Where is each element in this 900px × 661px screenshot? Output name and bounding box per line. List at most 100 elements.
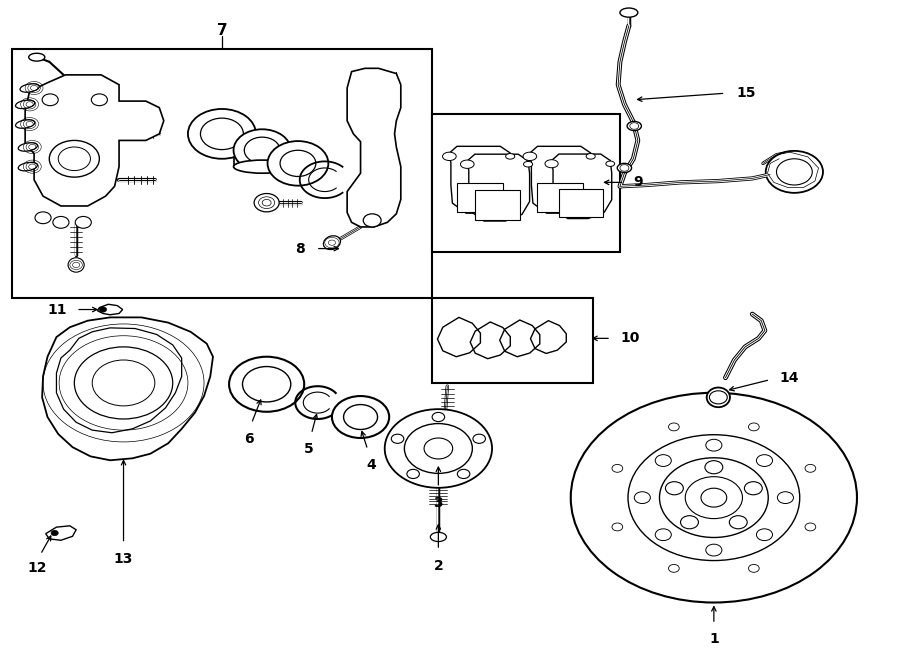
- Circle shape: [680, 516, 698, 529]
- Circle shape: [729, 516, 747, 529]
- Ellipse shape: [430, 532, 446, 541]
- Ellipse shape: [15, 120, 35, 128]
- Circle shape: [188, 109, 256, 159]
- Ellipse shape: [606, 161, 615, 167]
- Polygon shape: [42, 317, 213, 460]
- Circle shape: [424, 438, 453, 459]
- Bar: [432, 114, 620, 252]
- Circle shape: [749, 423, 760, 431]
- Circle shape: [233, 130, 291, 171]
- Circle shape: [777, 159, 812, 185]
- Ellipse shape: [68, 258, 85, 272]
- Circle shape: [344, 405, 378, 430]
- Circle shape: [75, 347, 173, 419]
- Polygon shape: [552, 154, 612, 219]
- Circle shape: [242, 367, 291, 402]
- Circle shape: [201, 118, 243, 149]
- Polygon shape: [347, 68, 400, 227]
- Circle shape: [709, 391, 727, 404]
- Circle shape: [766, 151, 823, 193]
- Circle shape: [805, 465, 815, 472]
- Text: 11: 11: [48, 303, 68, 317]
- Polygon shape: [457, 182, 502, 212]
- Circle shape: [404, 424, 472, 473]
- Text: 13: 13: [113, 552, 133, 566]
- Ellipse shape: [506, 153, 515, 159]
- Ellipse shape: [20, 84, 40, 93]
- Circle shape: [332, 396, 389, 438]
- Circle shape: [91, 94, 107, 106]
- Circle shape: [76, 216, 91, 228]
- Text: 14: 14: [779, 371, 798, 385]
- Ellipse shape: [627, 122, 642, 131]
- Circle shape: [42, 94, 58, 106]
- Circle shape: [364, 214, 381, 227]
- Text: 5: 5: [304, 442, 313, 456]
- Circle shape: [685, 477, 742, 519]
- Ellipse shape: [15, 100, 35, 108]
- Ellipse shape: [523, 152, 536, 161]
- Ellipse shape: [545, 160, 558, 168]
- Polygon shape: [57, 328, 182, 433]
- Ellipse shape: [443, 152, 456, 161]
- Ellipse shape: [18, 143, 38, 151]
- Circle shape: [655, 455, 671, 467]
- Circle shape: [749, 564, 760, 572]
- Circle shape: [35, 212, 51, 223]
- Circle shape: [92, 360, 155, 406]
- Ellipse shape: [323, 236, 340, 250]
- Circle shape: [50, 140, 99, 177]
- Bar: [12, 49, 432, 297]
- Text: 15: 15: [736, 86, 756, 100]
- Text: 6: 6: [244, 432, 254, 446]
- Polygon shape: [530, 146, 592, 214]
- Circle shape: [407, 469, 419, 479]
- Circle shape: [655, 529, 671, 541]
- Circle shape: [457, 469, 470, 479]
- Text: 12: 12: [27, 561, 47, 575]
- Circle shape: [99, 307, 106, 312]
- Text: 4: 4: [366, 458, 376, 473]
- Circle shape: [244, 137, 280, 163]
- Circle shape: [392, 434, 404, 444]
- Ellipse shape: [620, 8, 638, 17]
- Text: 2: 2: [434, 559, 443, 572]
- Text: 3: 3: [434, 496, 443, 510]
- Ellipse shape: [233, 160, 291, 173]
- Ellipse shape: [18, 163, 38, 171]
- Circle shape: [612, 523, 623, 531]
- Text: 10: 10: [620, 331, 639, 345]
- Circle shape: [230, 357, 304, 412]
- Ellipse shape: [524, 161, 533, 167]
- Circle shape: [778, 492, 794, 504]
- Text: 8: 8: [295, 241, 305, 256]
- Circle shape: [472, 434, 485, 444]
- Circle shape: [756, 455, 772, 467]
- Circle shape: [669, 564, 680, 572]
- Circle shape: [267, 141, 328, 186]
- Circle shape: [660, 458, 769, 537]
- Circle shape: [628, 435, 800, 561]
- Circle shape: [634, 492, 651, 504]
- Circle shape: [612, 465, 623, 472]
- Polygon shape: [449, 146, 512, 214]
- Text: 1: 1: [709, 632, 719, 646]
- Ellipse shape: [29, 54, 45, 61]
- Circle shape: [432, 412, 445, 422]
- Circle shape: [665, 482, 683, 495]
- Ellipse shape: [586, 153, 595, 159]
- Circle shape: [254, 194, 279, 212]
- Polygon shape: [25, 75, 164, 206]
- Circle shape: [805, 523, 815, 531]
- Circle shape: [705, 461, 723, 474]
- Polygon shape: [559, 189, 603, 217]
- Polygon shape: [475, 190, 520, 220]
- Bar: [432, 297, 593, 383]
- Circle shape: [53, 216, 69, 228]
- Circle shape: [706, 440, 722, 451]
- Circle shape: [571, 393, 857, 603]
- Text: 7: 7: [217, 23, 227, 38]
- Ellipse shape: [706, 387, 730, 407]
- Circle shape: [706, 544, 722, 556]
- Polygon shape: [537, 182, 583, 212]
